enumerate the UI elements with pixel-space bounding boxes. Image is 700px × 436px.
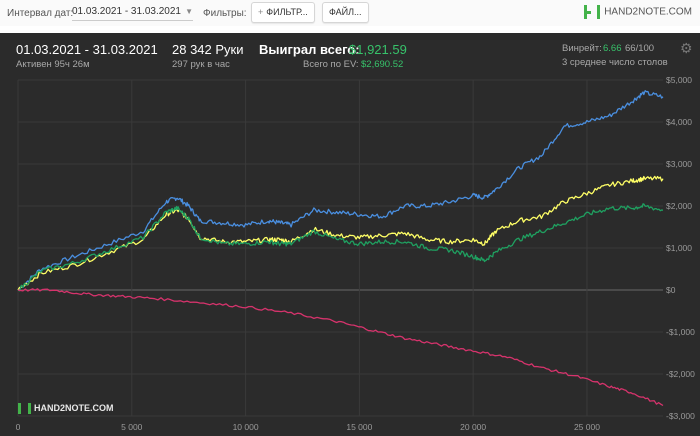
y-tick-label: $5,000 — [666, 75, 692, 85]
y-tick-label: $2,000 — [666, 201, 692, 211]
date-range-title: 01.03.2021 - 31.03.2021 — [16, 42, 158, 57]
x-tick-label: 15 000 — [346, 422, 372, 432]
series-line-green — [17, 203, 664, 292]
active-time: Активен 95ч 26м — [16, 59, 90, 70]
profit-chart: $5,000 $4,000 $3,000 $2,000 $1,000 $0 -$1,000 -… — [16, 75, 695, 432]
file-button-label: ФАЙЛ... — [329, 7, 362, 17]
watermark-text: HAND2NOTE.COM — [34, 402, 114, 413]
ev-total-label: Всего по EV: — [303, 59, 359, 70]
series-line-blue — [17, 90, 664, 291]
filter-button[interactable]: + ФИЛЬТР... — [251, 2, 315, 23]
graph-panel: 01.03.2021 - 31.03.2021 Активен 95ч 26м … — [0, 33, 700, 436]
toolbar: Интервал дат: 01.03.2021 - 31.03.2021 ▼ … — [0, 0, 700, 26]
filter-button-label: ФИЛЬТР... — [266, 7, 308, 17]
avg-tables: 3 среднее число столов — [562, 57, 668, 68]
chevron-down-icon: ▼ — [185, 7, 193, 16]
hand2note-logo-icon — [584, 5, 601, 19]
file-button[interactable]: ФАЙЛ... — [322, 2, 369, 23]
hands-per-hour: 297 рук в час — [172, 59, 230, 70]
y-tick-label: -$3,000 — [666, 411, 695, 421]
hands-count: 28 342 Руки — [172, 42, 244, 57]
date-interval-label: Интервал дат: — [7, 8, 74, 19]
won-total-label: Выиграл всего: — [259, 42, 360, 57]
winrate-label: Винрейт: — [562, 43, 602, 54]
y-tick-label: -$1,000 — [666, 327, 695, 337]
x-tick-label: 20 000 — [460, 422, 486, 432]
won-total-value: $1,921.59 — [349, 42, 407, 57]
x-tick-label: 25 000 — [574, 422, 600, 432]
ev-total-value: $2,690.52 — [361, 59, 404, 70]
x-tick-label: 10 000 — [233, 422, 259, 432]
hand2note-logo[interactable]: HAND2NOTE.COM — [584, 5, 692, 21]
x-tick-label: 5 000 — [121, 422, 143, 432]
winrate-hands: 66/100 — [625, 43, 655, 54]
x-tick-label: 0 — [16, 422, 21, 432]
plus-icon: + — [258, 7, 264, 17]
y-tick-label: $3,000 — [666, 159, 692, 169]
date-range-select[interactable]: 01.03.2021 - 31.03.2021 ▼ — [72, 4, 193, 21]
logo-text: HAND2NOTE.COM — [604, 6, 692, 18]
y-tick-label: $0 — [666, 285, 676, 295]
winrate-value: 6.66 — [603, 43, 622, 54]
watermark-logo-icon — [18, 403, 31, 414]
series-line-yellow — [17, 175, 664, 291]
y-tick-label: -$2,000 — [666, 369, 695, 379]
watermark: HAND2NOTE.COM — [18, 403, 114, 414]
series-line-red — [17, 288, 664, 407]
y-tick-label: $1,000 — [666, 243, 692, 253]
date-range-value: 01.03.2021 - 31.03.2021 — [72, 6, 181, 17]
gear-icon[interactable]: ⚙ — [680, 40, 693, 56]
y-tick-label: $4,000 — [666, 117, 692, 127]
filters-label: Фильтры: — [203, 8, 247, 19]
